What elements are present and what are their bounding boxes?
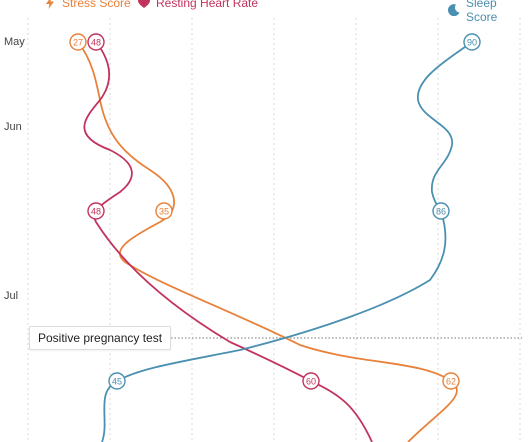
legend-heart-label: Resting Heart Rate: [156, 0, 259, 10]
sleep-score-value: 90: [467, 38, 477, 48]
stress-score-marker: 35: [155, 202, 173, 220]
heart-rate-value: 60: [306, 377, 316, 387]
heart-rate-marker: 48: [87, 202, 105, 220]
bolt-icon: [44, 0, 56, 9]
month-label: May: [4, 36, 25, 48]
sleep-score-marker: 86: [432, 202, 450, 220]
stress-score-line: [77, 41, 458, 442]
heart-rate-value: 48: [91, 38, 101, 48]
sleep-score-marker: 45: [108, 372, 126, 390]
stress-score-marker: 27: [69, 33, 87, 51]
legend-sleep[interactable]: Sleep Score: [448, 0, 530, 24]
stress-score-value: 27: [73, 38, 83, 48]
sleep-score-value: 86: [436, 207, 446, 217]
heart-rate-value: 48: [91, 207, 101, 217]
heart-icon: [138, 0, 150, 9]
legend-stress[interactable]: Stress Score: [44, 0, 131, 10]
stress-score-marker: 62: [442, 372, 460, 390]
legend-sleep-label: Sleep Score: [466, 0, 498, 24]
heart-rate-marker: 60: [302, 372, 320, 390]
gridlines: [27, 18, 521, 442]
heart-rate-marker: 48: [87, 33, 105, 51]
moon-icon: [448, 4, 460, 16]
month-label: Jul: [4, 290, 19, 302]
legend-stress-label: Stress Score: [62, 0, 131, 10]
annotation-label: Positive pregnancy test: [29, 326, 172, 350]
sleep-score-marker: 90: [463, 33, 481, 51]
month-label: Jun: [4, 121, 22, 133]
legend-heart[interactable]: Resting Heart Rate: [138, 0, 258, 10]
stress-score-value: 35: [159, 207, 169, 217]
sleep-score-line: [101, 41, 473, 442]
stress-score-value: 62: [446, 377, 456, 387]
sleep-score-value: 45: [112, 377, 122, 387]
